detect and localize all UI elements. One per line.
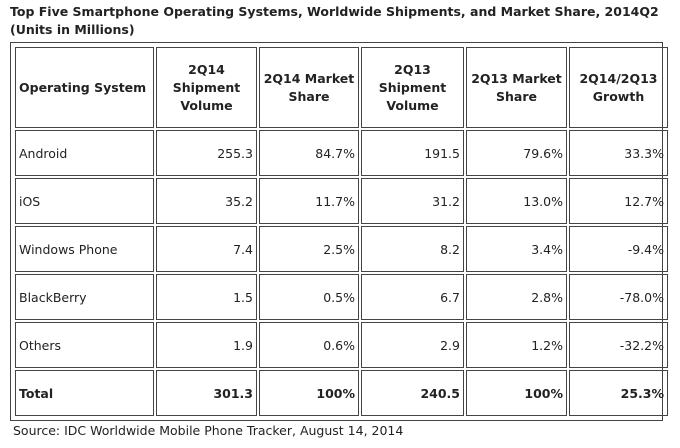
cell-os-name: Android bbox=[15, 130, 154, 176]
cell-2q13-share: 2.8% bbox=[466, 274, 567, 320]
cell-2q14-share: 0.6% bbox=[259, 322, 359, 368]
cell-growth: 33.3% bbox=[569, 130, 668, 176]
shipments-table-frame: Operating System 2Q14 Shipment Volume 2Q… bbox=[10, 42, 668, 421]
cell-2q14-volume: 1.5 bbox=[156, 274, 257, 320]
header-2q14-market-share: 2Q14 Market Share bbox=[259, 47, 359, 128]
header-growth: 2Q14/2Q13 Growth bbox=[569, 47, 668, 128]
cell-growth: -78.0% bbox=[569, 274, 668, 320]
cell-2q14-volume: 1.9 bbox=[156, 322, 257, 368]
cell-2q14-volume: 255.3 bbox=[156, 130, 257, 176]
header-operating-system: Operating System bbox=[15, 47, 154, 128]
page-title: Top Five Smartphone Operating Systems, W… bbox=[10, 3, 670, 39]
cell-os-name: iOS bbox=[15, 178, 154, 224]
cell-2q14-volume: 35.2 bbox=[156, 178, 257, 224]
cell-growth: 12.7% bbox=[569, 178, 668, 224]
source-note: Source: IDC Worldwide Mobile Phone Track… bbox=[13, 423, 404, 438]
cell-total-growth: 25.3% bbox=[569, 370, 668, 416]
cell-total-2q13-volume: 240.5 bbox=[361, 370, 464, 416]
cell-2q14-volume: 7.4 bbox=[156, 226, 257, 272]
header-2q14-shipment-volume: 2Q14 Shipment Volume bbox=[156, 47, 257, 128]
cell-2q14-share: 84.7% bbox=[259, 130, 359, 176]
cell-2q13-share: 79.6% bbox=[466, 130, 567, 176]
title-line-1: Top Five Smartphone Operating Systems, W… bbox=[10, 4, 659, 19]
cell-2q13-volume: 31.2 bbox=[361, 178, 464, 224]
cell-total-2q14-volume: 301.3 bbox=[156, 370, 257, 416]
cell-2q13-share: 13.0% bbox=[466, 178, 567, 224]
table-row-blackberry: BlackBerry 1.5 0.5% 6.7 2.8% -78.0% bbox=[15, 274, 668, 320]
cell-os-name: Others bbox=[15, 322, 154, 368]
shipments-table: Operating System 2Q14 Shipment Volume 2Q… bbox=[13, 45, 670, 418]
header-2q13-market-share: 2Q13 Market Share bbox=[466, 47, 567, 128]
cell-2q13-volume: 191.5 bbox=[361, 130, 464, 176]
cell-os-name: Windows Phone bbox=[15, 226, 154, 272]
cell-growth: -9.4% bbox=[569, 226, 668, 272]
cell-growth: -32.2% bbox=[569, 322, 668, 368]
cell-total-label: Total bbox=[15, 370, 154, 416]
cell-os-name: BlackBerry bbox=[15, 274, 154, 320]
table-row-android: Android 255.3 84.7% 191.5 79.6% 33.3% bbox=[15, 130, 668, 176]
title-line-2: (Units in Millions) bbox=[10, 22, 135, 37]
table-row-others: Others 1.9 0.6% 2.9 1.2% -32.2% bbox=[15, 322, 668, 368]
table-row-windows-phone: Windows Phone 7.4 2.5% 8.2 3.4% -9.4% bbox=[15, 226, 668, 272]
cell-2q14-share: 2.5% bbox=[259, 226, 359, 272]
table-row-ios: iOS 35.2 11.7% 31.2 13.0% 12.7% bbox=[15, 178, 668, 224]
cell-2q14-share: 0.5% bbox=[259, 274, 359, 320]
cell-2q13-share: 1.2% bbox=[466, 322, 567, 368]
cell-2q13-volume: 6.7 bbox=[361, 274, 464, 320]
header-2q13-shipment-volume: 2Q13 Shipment Volume bbox=[361, 47, 464, 128]
cell-2q13-volume: 8.2 bbox=[361, 226, 464, 272]
cell-2q13-volume: 2.9 bbox=[361, 322, 464, 368]
cell-2q13-share: 3.4% bbox=[466, 226, 567, 272]
cell-2q14-share: 11.7% bbox=[259, 178, 359, 224]
header-row: Operating System 2Q14 Shipment Volume 2Q… bbox=[15, 47, 668, 128]
table-row-total: Total 301.3 100% 240.5 100% 25.3% bbox=[15, 370, 668, 416]
cell-total-2q13-share: 100% bbox=[466, 370, 567, 416]
cell-total-2q14-share: 100% bbox=[259, 370, 359, 416]
